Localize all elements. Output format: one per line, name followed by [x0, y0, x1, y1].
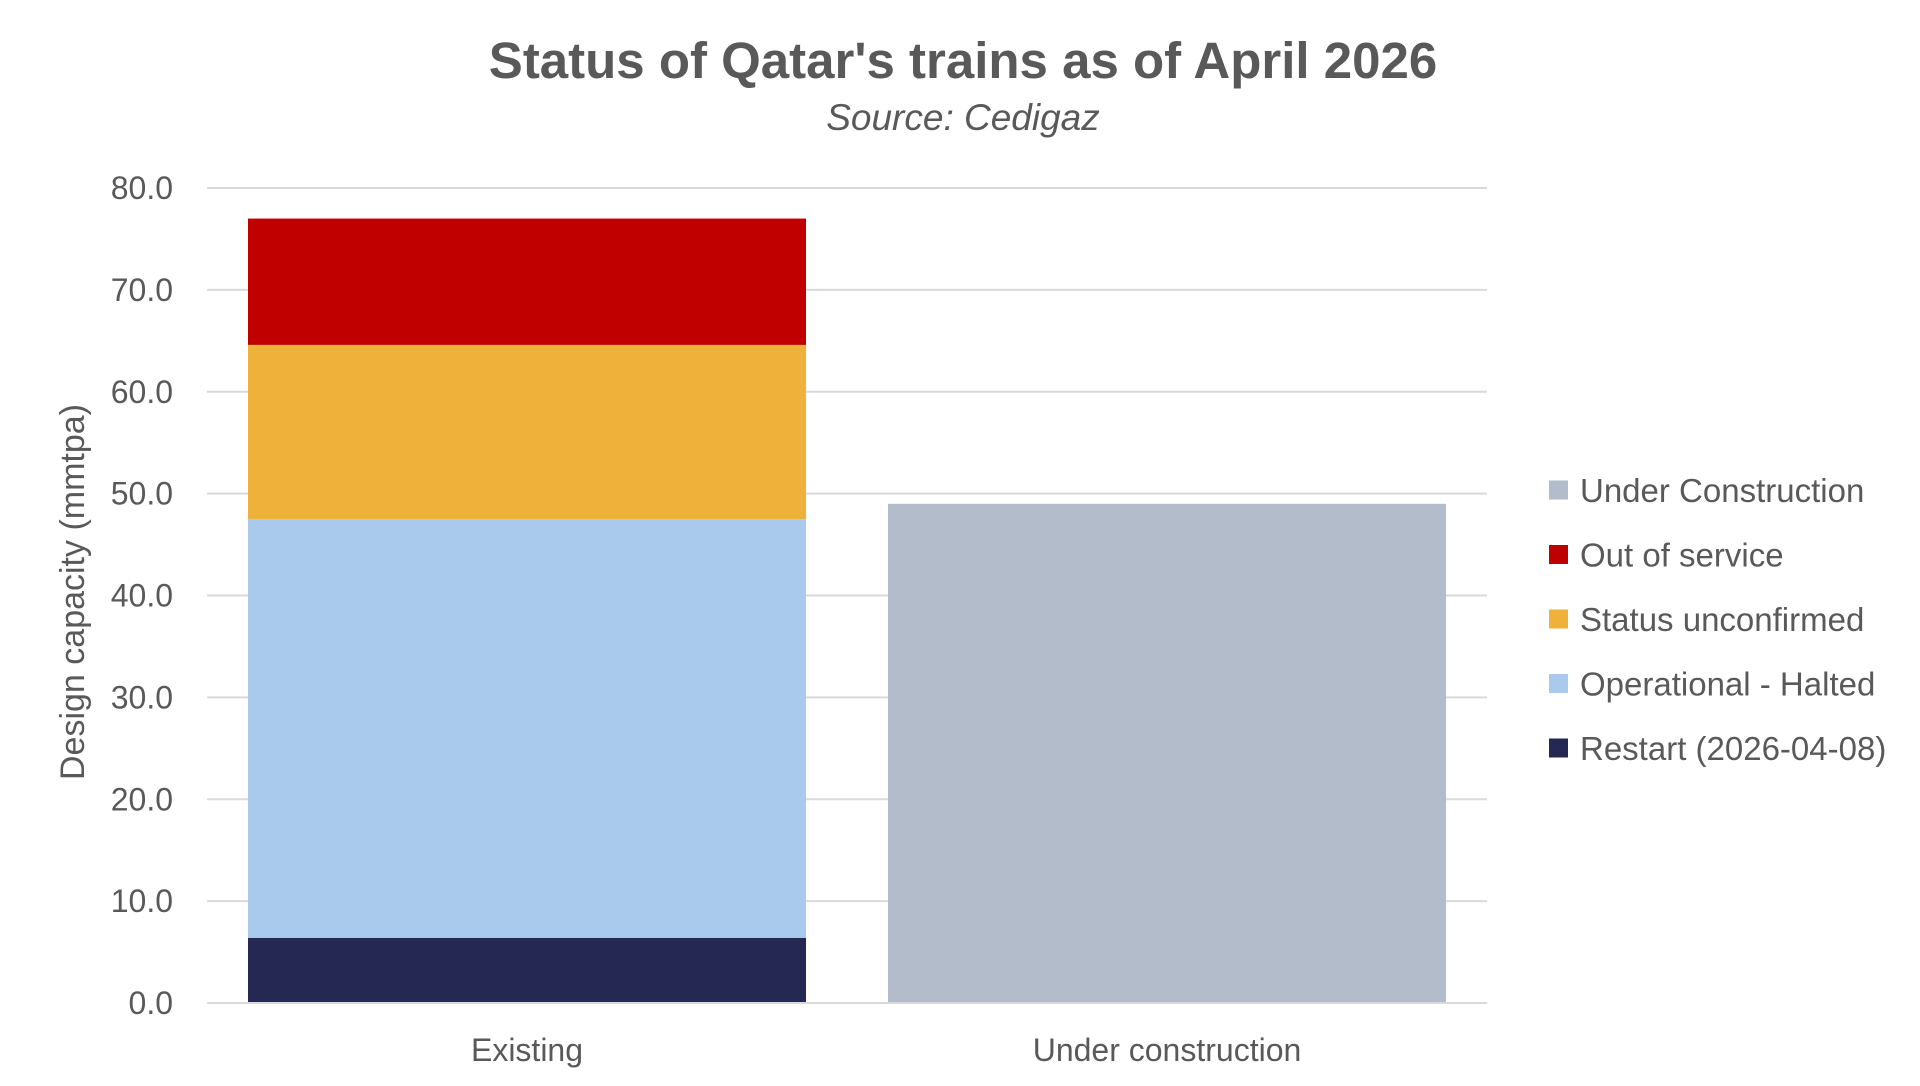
y-tick-label: 10.0 [111, 883, 173, 919]
legend-swatch-out-of-service [1549, 545, 1568, 564]
y-axis-ticks: 0.0 10.0 20.0 30.0 40.0 50.0 60.0 70.0 80.0 [111, 170, 173, 1021]
chart-subtitle: Source: Cedigaz [826, 97, 1100, 138]
bar-existing-operational-halted [248, 519, 806, 938]
legend-swatch-status-unconfirmed [1549, 609, 1568, 629]
y-axis-title: Design capacity (mmtpa) [54, 404, 92, 780]
bar-existing-restart-2026-04-08 [248, 937, 806, 1003]
y-tick-label: 60.0 [111, 374, 173, 410]
legend-label-status-unconfirmed: Status unconfirmed [1580, 601, 1864, 638]
chart-title: Status of Qatar's trains as of April 202… [489, 32, 1437, 89]
legend-label-restart-2026-04-08: Restart (2026-04-08) [1580, 730, 1886, 767]
legend-label-operational-halted: Operational - Halted [1580, 666, 1875, 703]
y-tick-label: 70.0 [111, 272, 173, 308]
legend-swatch-restart-2026-04-08 [1549, 738, 1568, 758]
y-tick-label: 20.0 [111, 781, 173, 817]
y-tick-label: 40.0 [111, 578, 173, 614]
x-tick-label-existing: Existing [471, 1032, 583, 1068]
bars [248, 218, 1446, 1003]
bar-existing-out-of-service [248, 218, 806, 345]
y-tick-label: 50.0 [111, 476, 173, 512]
x-axis-ticks: Existing Under construction [471, 1032, 1301, 1068]
legend-swatch-operational-halted [1549, 674, 1568, 693]
bar-existing-status-unconfirmed [248, 344, 806, 520]
legend-label-under-construction: Under Construction [1580, 472, 1864, 509]
legend-swatch-under-construction [1549, 480, 1568, 500]
x-tick-label-under-construction: Under construction [1033, 1032, 1302, 1068]
y-tick-label: 30.0 [111, 679, 173, 715]
bar-under-construction-under-construction [888, 503, 1446, 1003]
y-tick-label: 80.0 [111, 170, 173, 206]
legend-label-out-of-service: Out of service [1580, 537, 1784, 574]
legend: Under Construction Out of service Status u… [1549, 472, 1886, 767]
y-tick-label: 0.0 [129, 985, 173, 1021]
